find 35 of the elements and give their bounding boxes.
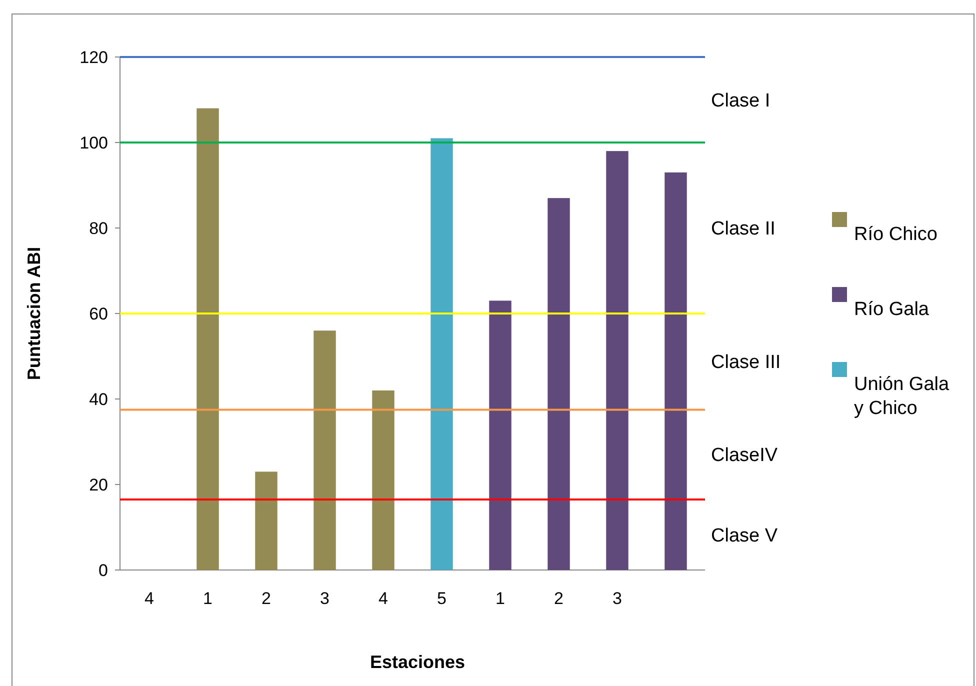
- y-tick-label: 80: [89, 218, 108, 238]
- text: Clase I: [711, 90, 770, 112]
- y-tick-label: 40: [89, 390, 108, 409]
- bar: [548, 198, 570, 570]
- y-tick-label: 60: [89, 304, 108, 324]
- legend-label: Unión Gala y Chico: [854, 374, 950, 419]
- x-tick-label: 4: [378, 589, 388, 608]
- bar: [489, 300, 512, 570]
- legend-label: Río Gala: [854, 299, 930, 320]
- x-tick-label: 2: [262, 589, 271, 608]
- bar: [196, 108, 219, 570]
- x-tick-label: 3: [612, 589, 622, 608]
- x-tick-label: 4: [144, 589, 154, 608]
- y-tick-label: 120: [80, 48, 108, 67]
- legend-label: Río Chico: [854, 224, 938, 245]
- text: Clase V: [711, 525, 778, 546]
- x-tick-label: 1: [496, 589, 505, 608]
- bar: [314, 330, 336, 570]
- bar: [430, 138, 453, 570]
- y-axis-title: Puntuacion ABI: [24, 246, 44, 380]
- x-tick-label: 5: [437, 589, 446, 608]
- bar: [606, 151, 628, 570]
- y-tick-label: 0: [98, 560, 108, 580]
- bar: [664, 172, 687, 570]
- x-tick-label: 2: [554, 589, 564, 608]
- bar: [255, 472, 278, 570]
- x-tick-label: 3: [320, 589, 330, 608]
- y-tick-label: 100: [80, 133, 108, 152]
- text: Clase III: [711, 352, 781, 374]
- x-tick-label: 1: [203, 589, 212, 608]
- text: Clase II: [711, 218, 776, 240]
- y-tick-label: 20: [89, 475, 108, 494]
- text: ClaseIV: [711, 445, 778, 466]
- bar: [372, 390, 394, 570]
- x-axis-title: Estaciones: [370, 652, 466, 672]
